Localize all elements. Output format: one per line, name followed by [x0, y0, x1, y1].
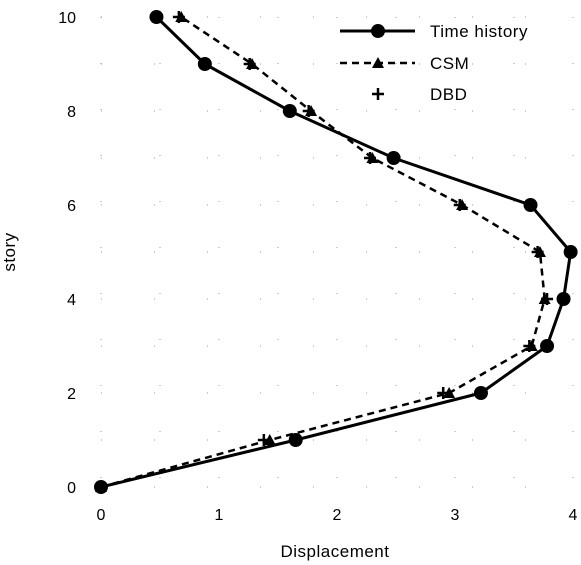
series-line-time-history: [100, 15, 573, 489]
x-tick-label: 3: [451, 507, 460, 524]
y-tick-label: 10: [58, 10, 76, 27]
x-tick-label: 2: [333, 507, 342, 524]
dbd-point: [364, 152, 377, 164]
time-history-point: [149, 10, 164, 24]
legend-marker-time-history: [371, 24, 385, 38]
axis-ticks: 0 1 2 3 4 0 2 4 6 8 10: [58, 10, 577, 524]
time-history-point: [563, 245, 578, 259]
y-tick-label: 8: [67, 104, 76, 121]
dbd-point: [453, 199, 466, 211]
legend-item-dbd: DBD: [372, 85, 467, 104]
dbd-point: [541, 293, 554, 305]
time-history-point: [197, 57, 212, 71]
legend-marker-dbd: [372, 88, 384, 100]
y-axis-label: story: [0, 232, 19, 271]
dbd-point: [257, 434, 270, 446]
series-layer: [94, 10, 578, 494]
legend-label-csm: CSM: [430, 54, 469, 73]
time-history-point: [540, 339, 555, 353]
time-history-point: [523, 198, 538, 212]
time-history-point: [288, 433, 303, 447]
legend-item-csm: CSM: [340, 54, 469, 73]
dbd-point: [95, 481, 107, 493]
y-tick-label: 6: [67, 198, 76, 215]
dbd-point: [531, 246, 544, 258]
dbd-point: [523, 340, 536, 352]
x-tick-label: 0: [97, 507, 106, 524]
time-history-point: [386, 151, 401, 165]
x-axis-label: Displacement: [281, 542, 390, 561]
series-dbd: [95, 11, 554, 493]
legend: Time history CSM DBD: [340, 22, 528, 104]
y-tick-label: 0: [67, 480, 76, 497]
grid: [100, 16, 574, 488]
series-time-history: [94, 10, 578, 494]
dbd-point: [437, 387, 450, 399]
dbd-point: [172, 11, 185, 23]
legend-item-time-history: Time history: [340, 22, 528, 41]
legend-label-dbd: DBD: [430, 85, 467, 104]
series-line-csm: [100, 15, 546, 489]
y-tick-label: 4: [67, 292, 76, 309]
time-history-point: [473, 386, 488, 400]
legend-label-time-history: Time history: [430, 22, 528, 41]
legend-marker-csm: [372, 57, 384, 68]
y-tick-label: 2: [67, 386, 76, 403]
x-tick-label: 1: [215, 507, 224, 524]
series-csm: [95, 11, 551, 492]
x-tick-label: 4: [569, 507, 578, 524]
time-history-point: [282, 104, 297, 118]
dbd-point: [302, 105, 315, 117]
dbd-point: [243, 58, 256, 70]
time-history-point: [556, 292, 571, 306]
